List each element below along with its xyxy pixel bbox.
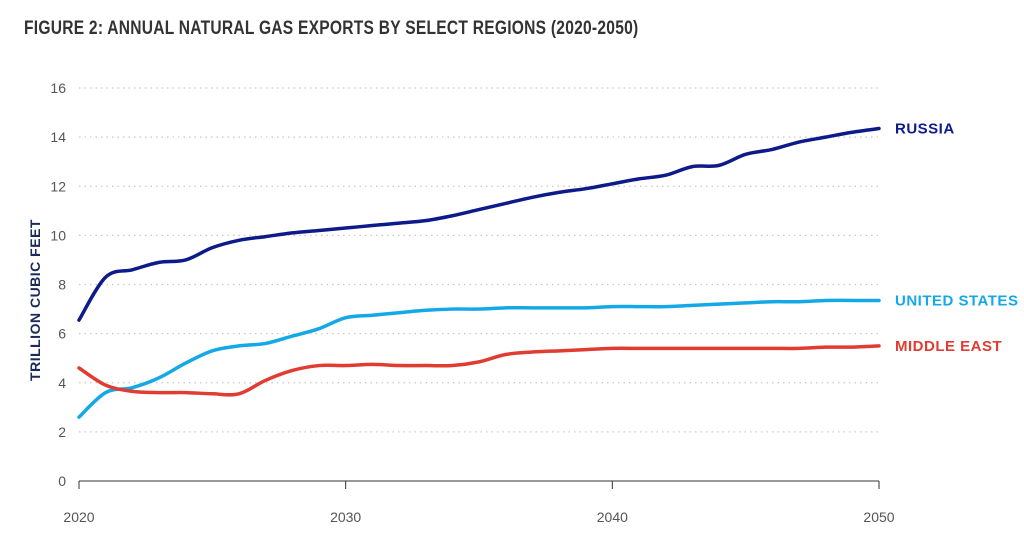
series-line-united-states: [77, 298, 881, 419]
x-tick-label: 2030: [330, 509, 361, 525]
y-tick-label: 12: [50, 178, 66, 194]
y-tick-label: 0: [58, 473, 66, 489]
chart-title: FIGURE 2: ANNUAL NATURAL GAS EXPORTS BY …: [24, 18, 639, 39]
y-tick-label: 6: [58, 326, 66, 342]
x-tick-label: 2040: [597, 509, 628, 525]
y-tick-label: 10: [50, 227, 66, 243]
series-line-middle-east: [77, 344, 881, 397]
series-label-united-states: UNITED STATES: [895, 292, 1018, 309]
series-line-russia: [77, 126, 881, 322]
y-tick-label: 2: [58, 424, 66, 440]
y-tick-label: 8: [58, 277, 66, 293]
y-axis-label: TRILLION CUBIC FEET: [27, 219, 43, 381]
series-label-russia: RUSSIA: [895, 121, 955, 138]
series-label-middle-east: MIDDLE EAST: [895, 338, 1002, 355]
y-tick-label: 4: [58, 375, 66, 391]
y-tick-label: 16: [50, 80, 66, 96]
x-tick-label: 2050: [863, 509, 894, 525]
x-tick-label: 2020: [63, 509, 94, 525]
y-tick-label: 14: [50, 129, 66, 145]
